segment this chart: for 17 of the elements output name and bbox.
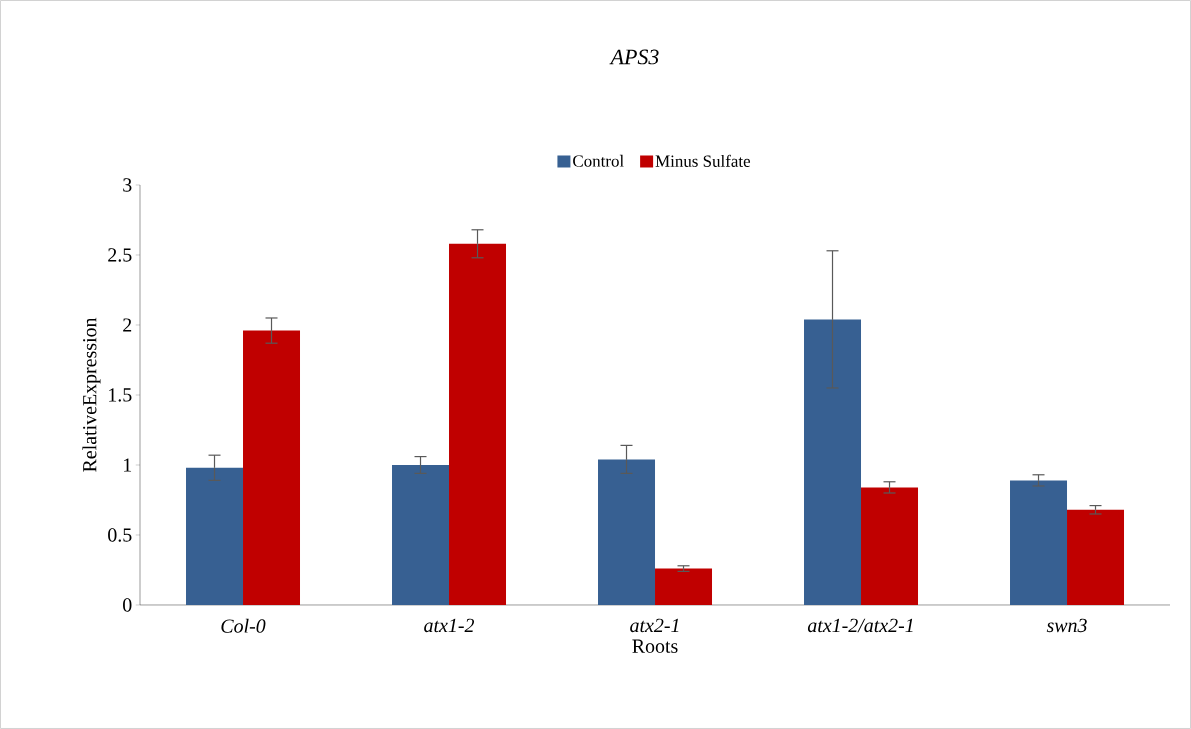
legend-label: Control bbox=[573, 154, 624, 167]
y-tick-label: 2.5 bbox=[108, 248, 132, 262]
y-tick-label: 0 bbox=[123, 598, 132, 612]
y-tick-label: 3 bbox=[123, 178, 132, 192]
y-tick-label: 1 bbox=[124, 458, 132, 472]
legend-label: Minus Sulfate bbox=[655, 154, 751, 167]
chart-title: APS3 bbox=[609, 49, 659, 65]
y-tick-label: 1.5 bbox=[109, 388, 132, 402]
y-tick-label: 2 bbox=[123, 318, 132, 332]
x-tick-label: swn3 bbox=[1046, 618, 1087, 633]
y-tick-label: 0.5 bbox=[108, 528, 132, 542]
x-tick-label: atx1-2 bbox=[424, 618, 475, 633]
x-axis-title: Roots bbox=[632, 639, 678, 653]
x-tick-label: atx2-1 bbox=[630, 618, 679, 633]
x-tick-label: Col-0 bbox=[221, 618, 266, 633]
x-tick-label: atx1-2/atx2-1 bbox=[807, 618, 913, 633]
y-axis-title: RelativeExpression bbox=[82, 317, 101, 472]
